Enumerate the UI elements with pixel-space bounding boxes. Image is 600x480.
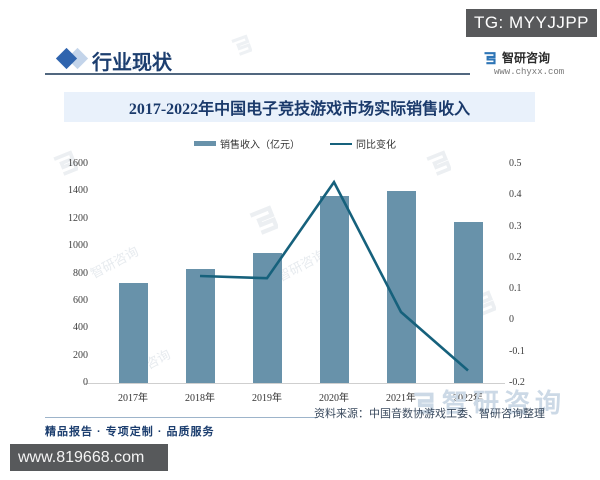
footer-divider: [45, 417, 318, 418]
y-axis-tick-right: 0: [509, 314, 514, 326]
x-axis-tick: 2018年: [185, 393, 215, 404]
x-axis-tick: 2021年: [386, 393, 416, 404]
revenue-bar: [453, 221, 483, 383]
data-source-note: 资料来源：中国音数协游戏工委、智研咨询整理: [314, 408, 545, 420]
y-axis-tick-left: 200: [73, 349, 88, 361]
bar-series-swatch-icon: [194, 141, 216, 146]
site-url-badge: www.819668.com: [10, 444, 168, 471]
x-axis-tick: 2022年: [453, 393, 483, 404]
y-axis-tick-left: 1200: [68, 212, 88, 224]
y-axis-tick-left: 1600: [68, 158, 88, 169]
y-axis-tick-right: 0.4: [509, 189, 522, 201]
legend-item-revenue: 销售收入（亿元）: [194, 136, 300, 151]
zhiyan-logo-icon: [414, 392, 434, 414]
tg-contact-badge: TG: MYYJJPP: [466, 9, 597, 37]
y-axis-tick-left: 600: [73, 294, 88, 306]
brand-site-url: www.chyxx.com: [494, 67, 565, 77]
y-axis-tick-left: 1400: [68, 185, 88, 197]
revenue-bar: [319, 196, 349, 383]
y-axis-tick-right: -0.2: [509, 377, 525, 388]
y-axis-tick-left: 400: [73, 322, 88, 334]
x-axis-tick: 2020年: [319, 393, 349, 404]
y-axis-tick-left: 1000: [68, 240, 88, 252]
legend-item-yoy: 同比变化: [330, 136, 396, 151]
chart-legend: 销售收入（亿元） 同比变化: [80, 136, 510, 151]
x-axis-tick: 2019年: [252, 393, 282, 404]
revenue-bar: [386, 191, 416, 383]
y-axis-tick-right: 0.2: [509, 251, 522, 263]
brand-logo: 智研咨询: [482, 49, 550, 66]
revenue-bar: [252, 253, 282, 383]
brand-watermark-large: 智研咨询: [410, 383, 566, 420]
watermark-glyph-icon: [230, 34, 253, 61]
watermark-brand-text: 智研咨询: [442, 388, 567, 418]
y-axis-tick-right: 0.5: [509, 158, 522, 169]
legend-label: 销售收入（亿元）: [220, 140, 300, 151]
y-axis-tick-left: 0: [83, 377, 88, 388]
watermark-glyph-icon: [248, 205, 280, 240]
chart-title-band: 2017-2022年中国电子竞技游戏市场实际销售收入: [64, 92, 535, 122]
header-watermark-text: status: [118, 57, 156, 73]
chart-title: 2017-2022年中国电子竞技游戏市场实际销售收入: [128, 101, 471, 118]
brand-name: 智研咨询: [502, 51, 551, 65]
watermark-brand-text: 智研咨询: [87, 243, 141, 282]
y-axis-tick-left: 800: [73, 267, 88, 279]
y-axis-tick-right: 0.3: [509, 220, 522, 232]
header-divider: [45, 73, 470, 75]
footer-tagline: 精品报告 · 专项定制 · 品质服务: [45, 426, 215, 438]
x-axis-tick: 2017年: [118, 393, 148, 404]
watermark-glyph-icon: [425, 150, 453, 181]
legend-label: 同比变化: [356, 140, 396, 151]
revenue-bar: [185, 268, 215, 383]
y-axis-tick-right: 0.1: [509, 283, 522, 295]
x-axis-line: [85, 383, 505, 384]
section-title: 行业现状: [92, 52, 172, 74]
line-series-swatch-icon: [330, 142, 352, 145]
revenue-bar: [118, 283, 148, 383]
y-axis-tick-right: -0.1: [509, 345, 525, 357]
zhiyan-logo-icon: [484, 52, 496, 65]
